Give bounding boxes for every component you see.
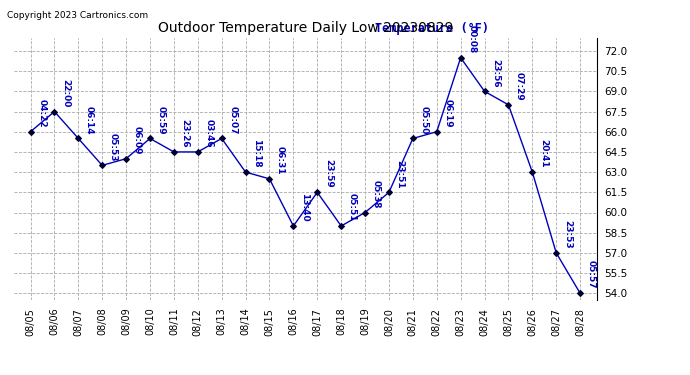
Point	[193, 149, 204, 155]
Text: 23:53: 23:53	[563, 220, 572, 249]
Point	[551, 250, 562, 256]
Text: 05:59: 05:59	[157, 106, 166, 134]
Text: 06:19: 06:19	[444, 99, 453, 128]
Text: 05:07: 05:07	[228, 106, 237, 134]
Text: 05:53: 05:53	[109, 133, 118, 161]
Text: 05:57: 05:57	[586, 261, 595, 289]
Text: 15:18: 15:18	[253, 140, 262, 168]
Point	[431, 129, 442, 135]
Text: 23:59: 23:59	[324, 159, 333, 188]
Point	[359, 210, 371, 216]
Point	[49, 108, 60, 114]
Text: 05:50: 05:50	[420, 106, 428, 134]
Point	[240, 169, 251, 175]
Text: 20:41: 20:41	[539, 140, 548, 168]
Point	[288, 223, 299, 229]
Point	[503, 102, 514, 108]
Text: 23:56: 23:56	[491, 58, 500, 87]
Text: 23:26: 23:26	[181, 119, 190, 148]
Text: 05:38: 05:38	[372, 180, 381, 209]
Point	[73, 135, 84, 141]
Text: 13:40: 13:40	[300, 193, 309, 222]
Text: Temperature (°F): Temperature (°F)	[375, 22, 489, 35]
Point	[526, 169, 538, 175]
Title: Outdoor Temperature Daily Low 20230829: Outdoor Temperature Daily Low 20230829	[157, 21, 453, 35]
Text: 22:00: 22:00	[61, 79, 70, 107]
Text: 23:51: 23:51	[395, 159, 404, 188]
Point	[168, 149, 179, 155]
Point	[144, 135, 155, 141]
Point	[479, 88, 490, 94]
Text: Copyright 2023 Cartronics.com: Copyright 2023 Cartronics.com	[7, 11, 148, 20]
Point	[121, 156, 132, 162]
Point	[455, 55, 466, 61]
Point	[407, 135, 418, 141]
Point	[25, 129, 36, 135]
Text: 05:51: 05:51	[348, 193, 357, 222]
Point	[97, 162, 108, 168]
Text: 06:31: 06:31	[276, 146, 285, 175]
Text: 06:09: 06:09	[132, 126, 141, 154]
Point	[216, 135, 227, 141]
Text: 04:22: 04:22	[37, 99, 46, 128]
Point	[264, 176, 275, 182]
Point	[335, 223, 346, 229]
Text: 07:29: 07:29	[515, 72, 524, 100]
Text: 00:08: 00:08	[467, 25, 476, 54]
Point	[384, 189, 395, 195]
Point	[312, 189, 323, 195]
Text: 03:46: 03:46	[204, 119, 213, 148]
Text: 06:14: 06:14	[85, 106, 94, 134]
Point	[575, 290, 586, 296]
